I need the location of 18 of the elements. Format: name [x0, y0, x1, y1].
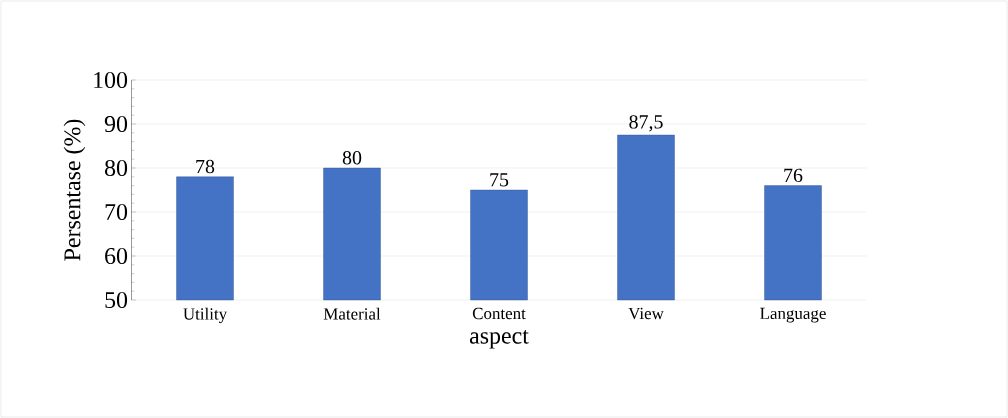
- data-label: 80: [342, 151, 362, 165]
- x-tick-label: Content: [472, 307, 526, 320]
- y-tick-label: 50: [105, 291, 128, 309]
- x-tick-label: Material: [323, 307, 381, 320]
- data-label: 78: [196, 159, 215, 174]
- y-axis-title: Persentase (%): [63, 119, 86, 261]
- x-tick-label: Utility: [183, 307, 228, 324]
- y-tick-label: 70: [105, 203, 128, 221]
- y-tick-label: 100: [94, 71, 128, 89]
- y-tick-label: 60: [105, 247, 128, 265]
- data-label: 87,5: [629, 115, 663, 132]
- y-tick-label: 80: [104, 159, 128, 177]
- data-label: 75: [490, 173, 509, 187]
- x-axis-title: aspect: [469, 330, 529, 349]
- x-tick-label: Language: [760, 307, 826, 323]
- y-tick-label: 90: [104, 115, 128, 133]
- data-label: 76: [784, 168, 803, 183]
- x-tick-label: View: [628, 307, 664, 320]
